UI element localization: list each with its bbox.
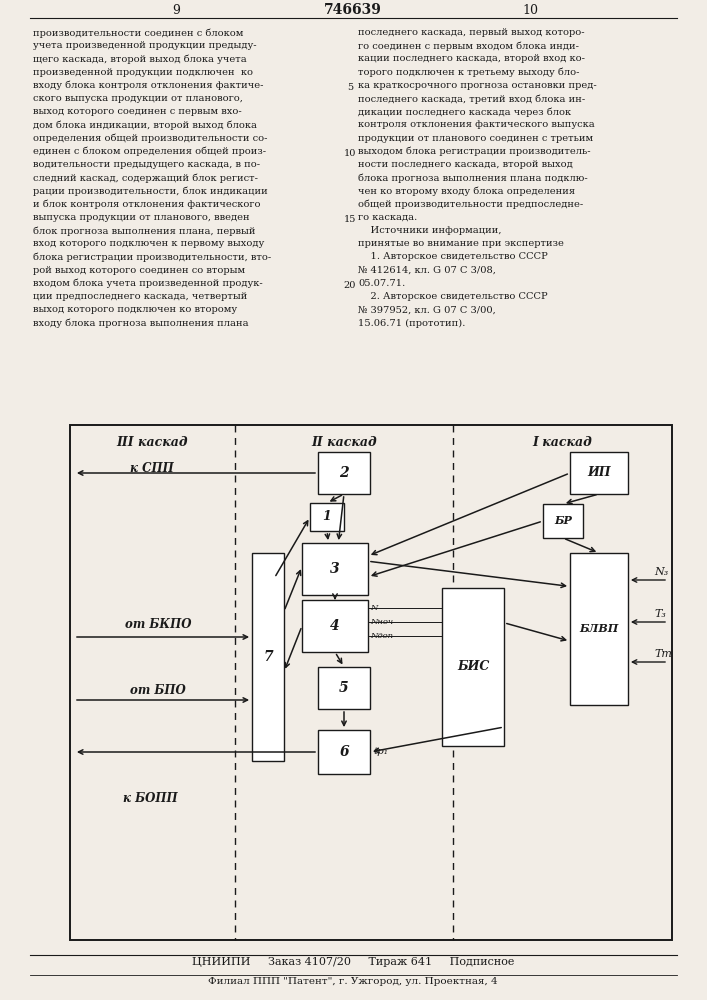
Text: БР: БР — [554, 516, 572, 526]
Text: ности последнего каскада, второй выход: ности последнего каскада, второй выход — [358, 160, 573, 169]
Text: к БОПП: к БОПП — [123, 792, 177, 804]
Text: водительности предыдущего каскада, в по-: водительности предыдущего каскада, в по- — [33, 160, 260, 169]
Text: 20: 20 — [344, 281, 356, 290]
Text: рации производительности, блок индикации: рации производительности, блок индикации — [33, 186, 268, 196]
Text: ка краткосрочного прогноза остановки пред-: ка краткосрочного прогноза остановки пре… — [358, 81, 597, 90]
Text: блока регистрации производительности, вто-: блока регистрации производительности, вт… — [33, 252, 271, 262]
Text: 9: 9 — [172, 3, 180, 16]
Bar — [543, 504, 583, 538]
Text: Источники информации,: Источники информации, — [358, 226, 501, 235]
Text: 1: 1 — [322, 510, 332, 524]
Text: N₃: N₃ — [654, 567, 668, 577]
Text: следний каскад, содержащий блок регист-: следний каскад, содержащий блок регист- — [33, 173, 258, 183]
Bar — [442, 588, 504, 746]
Text: 10: 10 — [344, 149, 356, 158]
Text: T₃: T₃ — [654, 609, 666, 619]
Text: от БПО: от БПО — [130, 684, 186, 696]
Text: дом блока индикации, второй выход блока: дом блока индикации, второй выход блока — [33, 120, 257, 130]
Bar — [570, 452, 628, 494]
Text: контроля отклонения фактического выпуска: контроля отклонения фактического выпуска — [358, 120, 595, 129]
Text: II каскад: II каскад — [311, 436, 377, 448]
Text: 5: 5 — [347, 83, 353, 92]
Text: последнего каскада, третий вход блока ин-: последнего каскада, третий вход блока ин… — [358, 94, 585, 104]
Text: входу блока контроля отклонения фактиче-: входу блока контроля отклонения фактиче- — [33, 81, 264, 90]
Text: от БКПО: от БКПО — [124, 618, 192, 632]
Text: 6: 6 — [339, 745, 349, 759]
Text: последнего каскада, первый выход которо-: последнего каскада, первый выход которо- — [358, 28, 585, 37]
Text: го соединен с первым входом блока инди-: го соединен с первым входом блока инди- — [358, 41, 579, 51]
Bar — [310, 503, 344, 531]
Text: вход которого подключен к первому выходу: вход которого подключен к первому выходу — [33, 239, 264, 248]
Text: БЛВП: БЛВП — [579, 624, 619, 635]
Text: продукции от планового соединен с третьим: продукции от планового соединен с третьи… — [358, 134, 593, 143]
Text: № 412614, кл. G 07 C 3/08,: № 412614, кл. G 07 C 3/08, — [358, 266, 496, 275]
Text: торого подключен к третьему выходу бло-: торого подключен к третьему выходу бло- — [358, 68, 580, 77]
Text: блока прогноза выполнения плана подклю-: блока прогноза выполнения плана подклю- — [358, 173, 588, 183]
Text: дикации последнего каскада через блок: дикации последнего каскада через блок — [358, 107, 571, 117]
Text: 15.06.71 (прототип).: 15.06.71 (прототип). — [358, 318, 465, 328]
Text: ЦНИИПИ     Заказ 4107/20     Тираж 641     Подписное: ЦНИИПИ Заказ 4107/20 Тираж 641 Подписное — [192, 957, 514, 967]
Bar — [318, 452, 370, 494]
Bar — [302, 600, 368, 652]
Text: произведенной продукции подключен  ко: произведенной продукции подключен ко — [33, 68, 253, 77]
Text: 1. Авторское свидетельство СССР: 1. Авторское свидетельство СССР — [358, 252, 548, 261]
Text: 7: 7 — [263, 650, 273, 664]
Text: определения общей производительности со-: определения общей производительности со- — [33, 134, 267, 143]
Text: 5: 5 — [339, 681, 349, 695]
Text: единен с блоком определения общей произ-: единен с блоком определения общей произ- — [33, 147, 266, 156]
Text: блок прогноза выполнения плана, первый: блок прогноза выполнения плана, первый — [33, 226, 255, 235]
Bar — [318, 730, 370, 774]
Bar — [70, 425, 672, 940]
Text: выходом блока регистрации производитель-: выходом блока регистрации производитель- — [358, 147, 590, 156]
Text: № 397952, кл. G 07 C 3/00,: № 397952, кл. G 07 C 3/00, — [358, 305, 496, 314]
Bar — [318, 667, 370, 709]
Text: Nдоп: Nдоп — [370, 632, 393, 640]
Text: выпуска продукции от планового, введен: выпуска продукции от планового, введен — [33, 213, 250, 222]
Text: производительности соединен с блоком: производительности соединен с блоком — [33, 28, 243, 37]
Text: 2. Авторское свидетельство СССР: 2. Авторское свидетельство СССР — [358, 292, 548, 301]
Text: 4: 4 — [330, 619, 340, 633]
Text: I каскад: I каскад — [532, 436, 592, 448]
Text: к СПП: к СПП — [130, 462, 174, 475]
Text: Филиал ППП "Патент", г. Ужгород, ул. Проектная, 4: Филиал ППП "Патент", г. Ужгород, ул. Про… — [208, 978, 498, 986]
Bar — [252, 553, 284, 761]
Text: БИС: БИС — [457, 660, 489, 674]
Text: и блок контроля отклонения фактического: и блок контроля отклонения фактического — [33, 200, 260, 209]
Text: 746639: 746639 — [324, 3, 382, 17]
Text: 2: 2 — [339, 466, 349, 480]
Text: ского выпуска продукции от планового,: ского выпуска продукции от планового, — [33, 94, 243, 103]
Text: входу блока прогноза выполнения плана: входу блока прогноза выполнения плана — [33, 318, 249, 328]
Text: Nноч: Nноч — [370, 618, 393, 626]
Text: 10: 10 — [522, 3, 538, 16]
Bar — [570, 553, 628, 705]
Text: выход которого соединен с первым вхо-: выход которого соединен с первым вхо- — [33, 107, 242, 116]
Text: го каскада.: го каскада. — [358, 213, 417, 222]
Text: общей производительности предпоследне-: общей производительности предпоследне- — [358, 200, 583, 209]
Text: 3: 3 — [330, 562, 340, 576]
Text: чен ко второму входу блока определения: чен ко второму входу блока определения — [358, 186, 575, 196]
Text: Tт: Tт — [654, 649, 672, 659]
Text: N: N — [370, 604, 378, 612]
Text: III каскад: III каскад — [117, 436, 188, 448]
Text: входом блока учета произведенной продук-: входом блока учета произведенной продук- — [33, 279, 263, 288]
Text: щего каскада, второй выход блока учета: щего каскада, второй выход блока учета — [33, 54, 247, 64]
Text: tp₁: tp₁ — [373, 748, 388, 756]
Text: 15: 15 — [344, 215, 356, 224]
Text: принятые во внимание при экспертизе: принятые во внимание при экспертизе — [358, 239, 564, 248]
Text: 05.07.71.: 05.07.71. — [358, 279, 405, 288]
Text: рой выход которого соединен со вторым: рой выход которого соединен со вторым — [33, 266, 245, 275]
Text: учета произведенной продукции предыду-: учета произведенной продукции предыду- — [33, 41, 257, 50]
Text: выход которого подключен ко второму: выход которого подключен ко второму — [33, 305, 237, 314]
Bar — [302, 543, 368, 595]
Text: ции предпоследнего каскада, четвертый: ции предпоследнего каскада, четвертый — [33, 292, 247, 301]
Text: ИП: ИП — [588, 466, 611, 480]
Text: кации последнего каскада, второй вход ко-: кации последнего каскада, второй вход ко… — [358, 54, 585, 63]
